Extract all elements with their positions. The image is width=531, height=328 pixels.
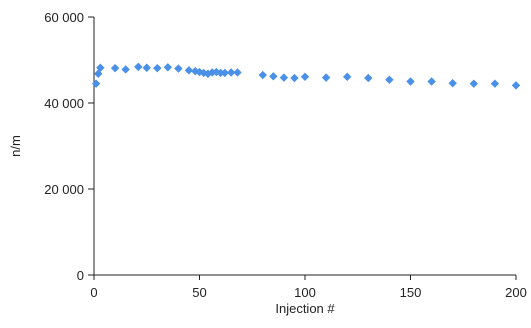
x-tick-label: 200 (505, 285, 527, 300)
data-point (300, 72, 310, 81)
data-points (91, 62, 521, 90)
data-point (142, 63, 151, 72)
data-point (163, 63, 173, 72)
data-point (469, 79, 478, 88)
x-tick-label: 50 (192, 285, 206, 300)
x-tick-label: 0 (90, 285, 97, 300)
y-tick-label: 60 000 (44, 10, 84, 25)
data-point (385, 75, 394, 84)
data-point (343, 72, 352, 81)
x-tick-label: 150 (400, 285, 422, 300)
y-tick-label: 20 000 (44, 182, 84, 197)
data-point (191, 66, 200, 76)
data-point (184, 66, 194, 75)
data-point (153, 63, 162, 73)
data-point (321, 73, 331, 82)
data-point (220, 68, 230, 78)
y-axis-label: n/m (8, 135, 23, 157)
data-point (195, 67, 204, 77)
data-point (258, 70, 267, 80)
data-point (511, 81, 521, 90)
data-point (199, 68, 208, 78)
data-point (226, 68, 236, 77)
data-point (290, 73, 299, 83)
axes (93, 17, 516, 276)
ticks: 0 50 100 150 200 0 20 000 40 000 60 000 (44, 10, 527, 300)
data-point (216, 68, 225, 78)
data-point (364, 73, 373, 83)
x-tick-label: 100 (294, 285, 316, 300)
data-point (490, 79, 500, 88)
data-point (91, 79, 101, 88)
data-point (174, 64, 183, 73)
y-tick-label: 40 000 (44, 96, 84, 111)
x-axis-label: Injection # (275, 301, 335, 316)
data-point (427, 77, 436, 86)
y-tick-label: 0 (77, 268, 84, 283)
data-point (269, 72, 278, 81)
data-point (134, 62, 143, 72)
data-point (121, 65, 130, 74)
data-point (94, 69, 103, 78)
data-point (207, 68, 217, 77)
data-point (279, 73, 289, 82)
data-point (448, 79, 457, 88)
data-point (233, 68, 242, 77)
data-point (203, 69, 213, 78)
data-point (96, 63, 105, 72)
data-point (110, 63, 120, 73)
data-point (406, 77, 415, 86)
